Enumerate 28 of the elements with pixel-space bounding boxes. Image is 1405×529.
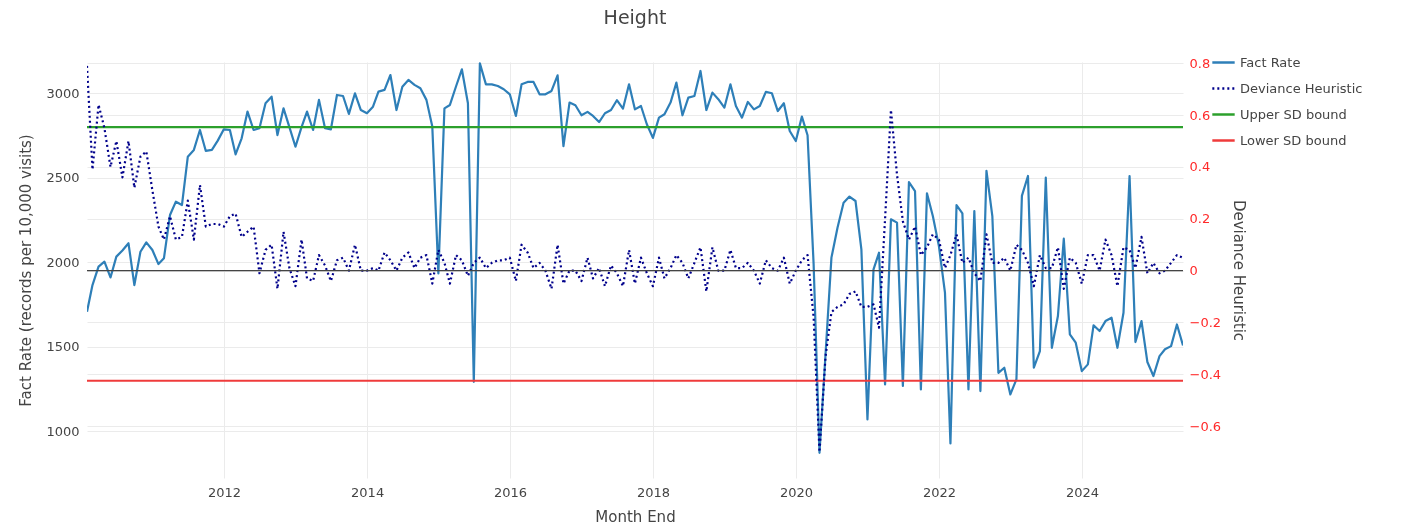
- chart-title: Height: [603, 6, 667, 28]
- legend-label: Lower SD bound: [1240, 132, 1347, 148]
- y2-tick-label: 0: [1189, 263, 1198, 279]
- x-tick-label: 2022: [923, 484, 957, 500]
- y2-tick-label: −0.2: [1189, 314, 1222, 330]
- y-tick-label: 2500: [46, 170, 80, 186]
- x-tick-label: 2024: [1065, 484, 1100, 500]
- y2-tick-label: 0.6: [1189, 107, 1211, 123]
- x-tick-label: 2016: [493, 484, 528, 500]
- y2-axis-title: Deviance Heuristic: [1230, 199, 1249, 342]
- y-axis-title: Fact Rate (records per 10,000 visits): [17, 134, 36, 407]
- x-axis-title: Month End: [595, 507, 676, 526]
- y2-tick-label: 0.8: [1189, 55, 1211, 71]
- x-tick-label: 2018: [637, 484, 671, 500]
- y2-tick-label: −0.6: [1189, 418, 1222, 434]
- y-tick-label: 3000: [46, 85, 80, 101]
- y-tick-label: 1500: [46, 339, 80, 355]
- y2-tick-label: 0.4: [1189, 159, 1211, 175]
- x-tick-label: 2020: [779, 484, 814, 500]
- legend-label: Deviance Heuristic: [1240, 80, 1363, 96]
- legend-label: Fact Rate: [1240, 54, 1301, 70]
- x-tick-label: 2012: [207, 484, 242, 500]
- y-tick-label: 2000: [46, 254, 80, 270]
- x-tick-label: 2014: [351, 484, 385, 500]
- y2-tick-label: −0.4: [1189, 366, 1222, 382]
- legend-label: Upper SD bound: [1240, 106, 1347, 122]
- y-tick-label: 1000: [46, 424, 80, 439]
- y2-tick-label: 0.2: [1189, 211, 1211, 227]
